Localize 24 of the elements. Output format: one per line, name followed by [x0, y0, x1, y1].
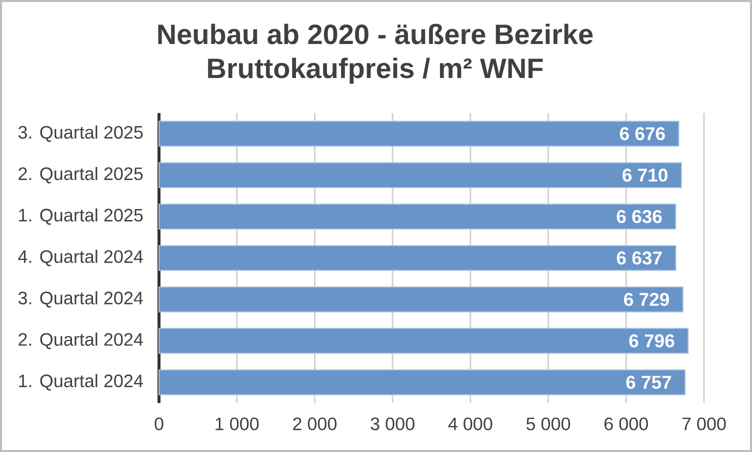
data-label: 6 637	[616, 251, 662, 265]
data-label: 6 796	[629, 334, 674, 348]
y-tick-label: 1. Quartal 2024	[19, 374, 143, 390]
x-tick-label: 3 000	[370, 418, 414, 430]
x-tick-label: 0	[154, 418, 164, 430]
y-tick-label: 2. Quartal 2024	[18, 332, 143, 350]
data-label: 6 676	[620, 127, 665, 140]
chart-subtitle: Bruttokaufpreis / m² WNF	[208, 58, 543, 84]
data-label: 6 729	[624, 292, 669, 306]
data-label: 6 710	[622, 168, 668, 182]
y-tick-label: 2. Quartal 2025	[18, 166, 143, 184]
y-tick-label: 3. Quartal 2025	[18, 125, 143, 142]
x-tick-label: 1 000	[216, 418, 259, 430]
y-tick-label: 1. Quartal 2025	[19, 208, 143, 225]
x-tick-label: 2 000	[293, 418, 337, 430]
data-label: 6 757	[626, 376, 672, 389]
y-tick-label: 4. Quartal 2024	[18, 250, 143, 266]
x-tick-label: 4 000	[448, 418, 492, 430]
x-tick-label: 5 000	[526, 418, 570, 430]
y-tick-label: 3. Quartal 2024	[18, 291, 143, 308]
data-label: 6 636	[616, 210, 662, 224]
x-tick-label: 7 000	[682, 418, 726, 430]
chart-title: Neubau ab 2020 - äußere Bezirke	[158, 24, 593, 44]
x-tick-label: 6 000	[604, 418, 648, 430]
